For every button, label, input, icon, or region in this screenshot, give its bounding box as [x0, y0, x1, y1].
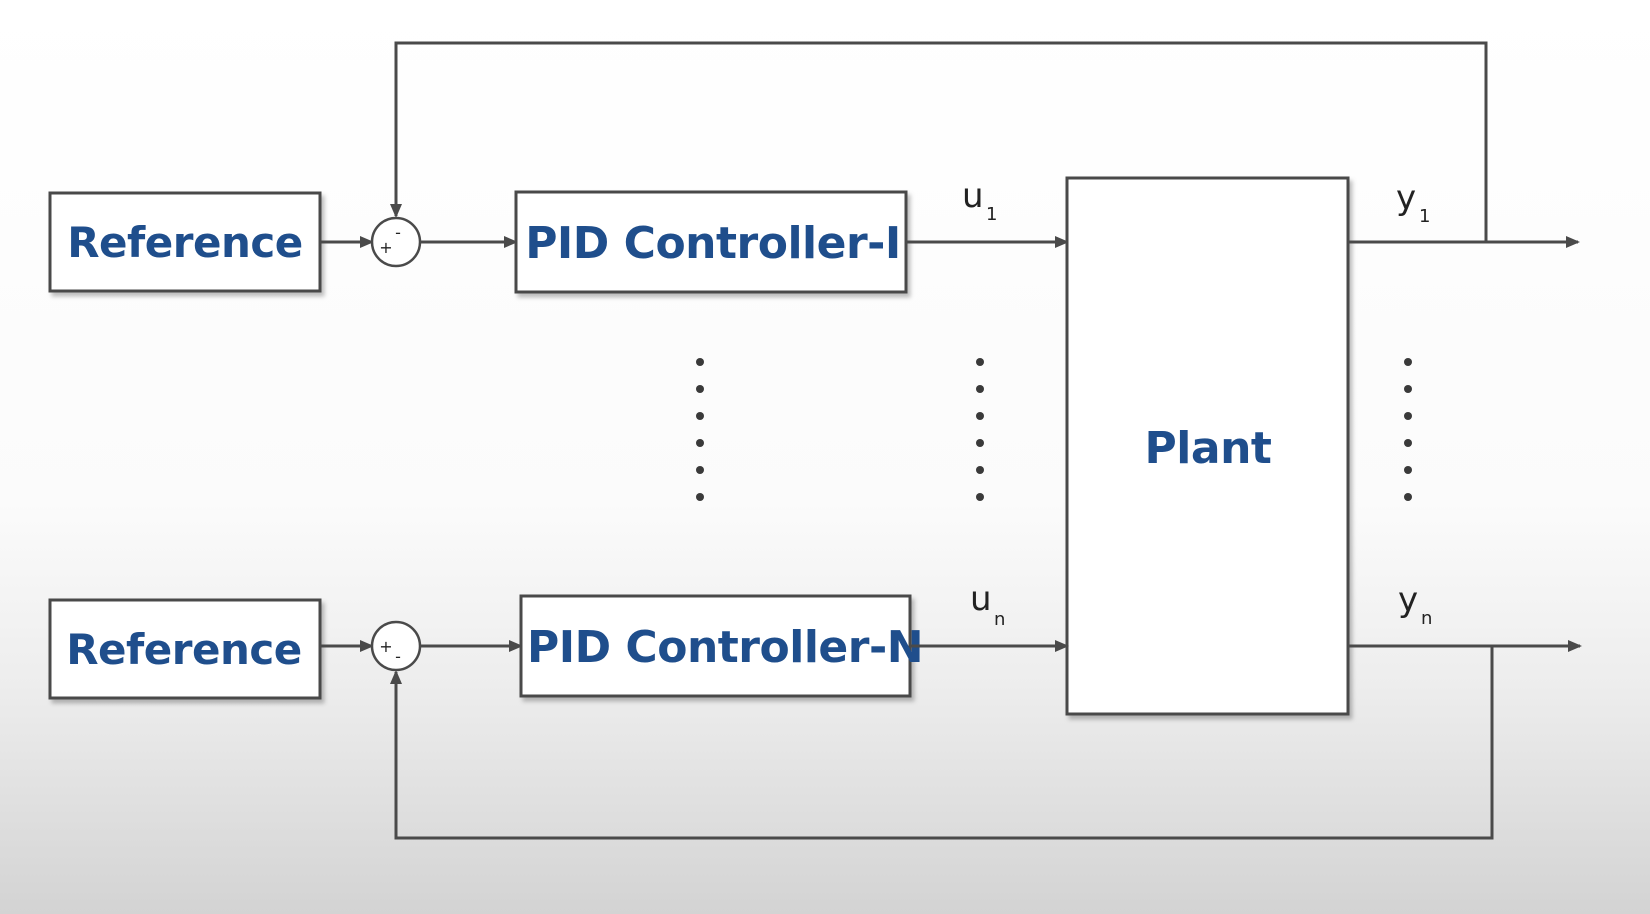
yn-label: y	[1398, 580, 1418, 620]
un-subscript: n	[994, 609, 1005, 630]
ellipsis-dots-controllers	[696, 358, 704, 501]
reference-block-1: Reference	[48, 191, 322, 293]
pid-controller-1-block: PID Controller-I	[514, 190, 908, 294]
sum1-plus-sign: +	[379, 238, 392, 257]
feedback-loop-top	[390, 41, 1488, 242]
sum1-minus-sign: -	[395, 223, 401, 242]
plant-label: Plant	[1145, 423, 1272, 474]
y1-subscript: 1	[1419, 206, 1430, 227]
pid-controller-1-label: PID Controller-I	[525, 218, 901, 269]
pid-controller-n-block: PID Controller-N	[519, 594, 924, 698]
sumn-minus-sign: -	[395, 647, 401, 666]
yn-subscript: n	[1421, 608, 1432, 629]
feedback-loop-bottom	[390, 646, 1494, 840]
ellipsis-dots-inputs	[976, 358, 984, 501]
summing-junction-1: - +	[370, 216, 422, 268]
summing-junction-n: + -	[370, 620, 422, 672]
sumn-plus-sign: +	[379, 637, 392, 656]
reference-block-n: Reference	[48, 598, 322, 700]
u1-subscript: 1	[986, 204, 997, 225]
reference-1-label: Reference	[67, 218, 303, 267]
y1-label: y	[1396, 178, 1416, 218]
u1-label: u	[962, 176, 984, 216]
un-label: u	[970, 579, 992, 619]
ellipsis-dots-outputs	[1404, 358, 1412, 501]
reference-n-label: Reference	[66, 625, 302, 674]
plant-block: Plant	[1065, 176, 1350, 716]
pid-controller-n-label: PID Controller-N	[527, 622, 923, 673]
